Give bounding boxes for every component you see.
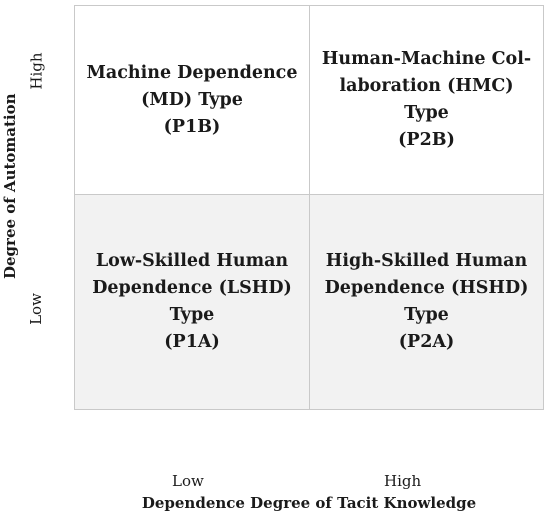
quadrant-text-line: Low-Skilled Human — [95, 251, 289, 271]
x-axis-high-label: High — [384, 472, 422, 490]
quadrant-text-line: (P2B) — [398, 130, 455, 150]
quadrant-text-line: (P1B) — [163, 116, 221, 137]
quadrant-low-skilled-human-dependence: Low-Skilled Human Dependence (LSHD) Type… — [75, 195, 310, 409]
quadrant-text-line: Dependence (LSHD) — [92, 278, 292, 298]
y-axis-low-label: Low — [26, 293, 45, 325]
quadrant-text-line: Machine Dependence — [86, 62, 298, 83]
y-axis-title: Degree of Automation — [1, 93, 19, 279]
quadrant-matrix: Machine Dependence (MD) Type (P1B) Human… — [74, 5, 544, 410]
quadrant-text-line: Type — [404, 305, 449, 325]
quadrant-text-line: (P2A) — [398, 332, 455, 352]
quadrant-text-line: Dependence (HSHD) — [324, 278, 529, 298]
quadrant-text-line: (MD) Type — [141, 89, 243, 110]
y-axis-high-label: High — [27, 52, 46, 90]
quadrant-text-line: (P1A) — [164, 332, 220, 352]
quadrant-high-skilled-human-dependence: High-Skilled Human Dependence (HSHD) Typ… — [310, 195, 543, 409]
quadrant-text-line: High-Skilled Human — [325, 251, 528, 271]
quadrant-text-line: laboration (HMC) Type — [339, 76, 514, 123]
quadrant-human-machine-collaboration: Human-Machine Col- laboration (HMC) Type… — [310, 6, 543, 195]
x-axis-title: Dependence Degree of Tacit Knowledge — [141, 494, 477, 512]
x-axis-low-label: Low — [172, 472, 204, 490]
quadrant-machine-dependence: Machine Dependence (MD) Type (P1B) — [75, 6, 310, 195]
quadrant-text-line: Type — [169, 305, 215, 325]
quadrant-text-line: Human-Machine Col- — [321, 49, 532, 69]
